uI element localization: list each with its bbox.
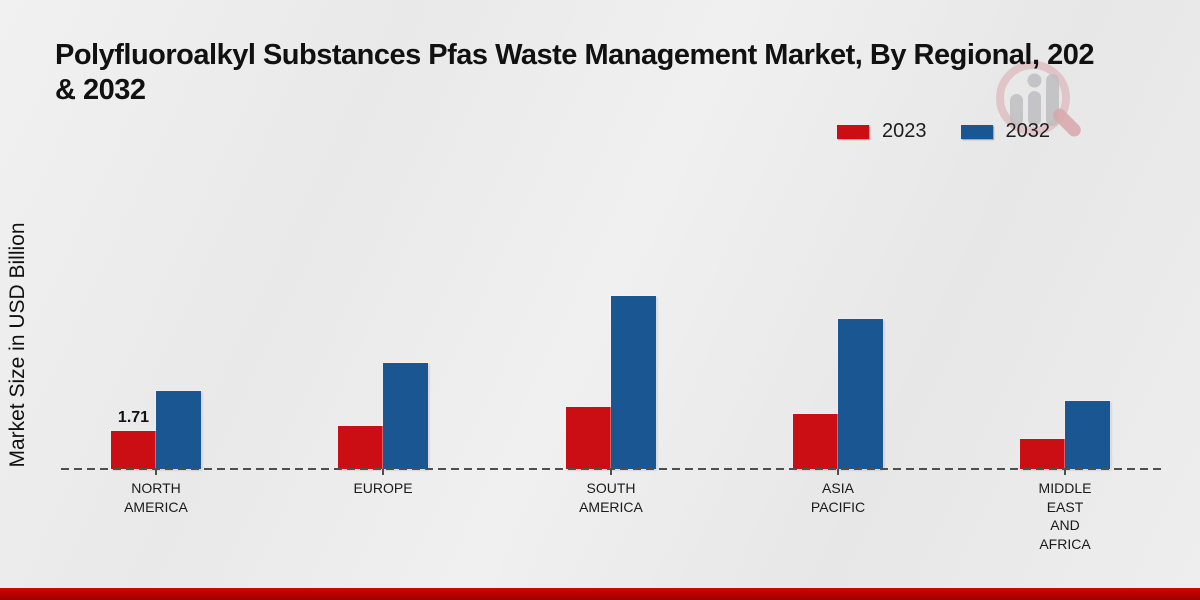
x-tick-label-line: SOUTH	[586, 480, 636, 496]
legend-swatch-2032	[960, 124, 993, 139]
bar-2023-north-america	[111, 431, 156, 469]
bar-2023-europe	[338, 426, 383, 469]
x-tick-label-line: AND	[1050, 517, 1080, 533]
footer-red-bar	[0, 588, 1200, 600]
x-axis-tick-north-america	[155, 469, 157, 475]
chart-title-line2: & 2032	[55, 74, 146, 106]
x-tick-label-line: EAST	[1046, 498, 1084, 515]
x-tick-label-line: NORTH	[131, 480, 181, 496]
x-tick-label-line: EUROPE	[353, 480, 413, 496]
x-axis-tick-middle-east-and-africa	[1064, 469, 1066, 475]
legend-label-2023: 2023	[882, 120, 927, 142]
legend-item-2032: 2032	[960, 120, 1051, 143]
legend-label-2032: 2032	[1005, 120, 1051, 142]
x-tick-label-line: AMERICA	[124, 498, 188, 515]
magnifier-barchart-icon	[996, 61, 1081, 137]
bar-2032-north-america	[156, 391, 201, 469]
bar-2032-middle-east-and-africa	[1065, 401, 1110, 469]
mrfr-logo-watermark	[993, 57, 1089, 147]
chart-title-line1: Polyfluoroalkyl Substances Pfas Waste Ma…	[55, 39, 1095, 71]
x-tick-label-asia-pacific: ASIA PACIFIC	[758, 479, 918, 516]
x-axis-tick-south-america	[610, 469, 612, 475]
x-axis-tick-europe	[382, 469, 384, 475]
x-tick-label-line: ASIA	[822, 480, 854, 496]
legend-swatch-2023	[837, 124, 869, 139]
x-tick-label-europe: EUROPE	[303, 479, 463, 498]
x-tick-label-south-america: SOUTH AMERICA	[531, 479, 691, 516]
x-axis-tick-asia-pacific	[837, 469, 839, 475]
bar-2023-asia-pacific	[793, 414, 838, 469]
x-tick-label-line: AMERICA	[579, 498, 643, 515]
x-tick-label-north-america: NORTH AMERICA	[76, 479, 236, 516]
bar-2032-europe	[383, 363, 428, 469]
bar-value-label: 1.71	[117, 409, 150, 426]
bar-2023-south-america	[566, 407, 611, 469]
bar-2032-asia-pacific	[838, 319, 883, 469]
x-tick-label-line: MIDDLE	[1038, 480, 1092, 496]
bar-2023-middle-east-and-africa	[1020, 439, 1065, 469]
legend-item-2023: 2023	[837, 120, 927, 143]
x-tick-label-line: AFRICA	[1039, 535, 1091, 552]
x-tick-label-middle-east-and-africa: MIDDLE EAST AND AFRICA	[985, 479, 1145, 553]
x-tick-label-line: PACIFIC	[810, 498, 866, 515]
legend: 2023 2032	[837, 120, 1050, 143]
chart-title: Polyfluoroalkyl Substances Pfas Waste Ma…	[55, 38, 1200, 108]
bar-2032-south-america	[611, 296, 656, 469]
